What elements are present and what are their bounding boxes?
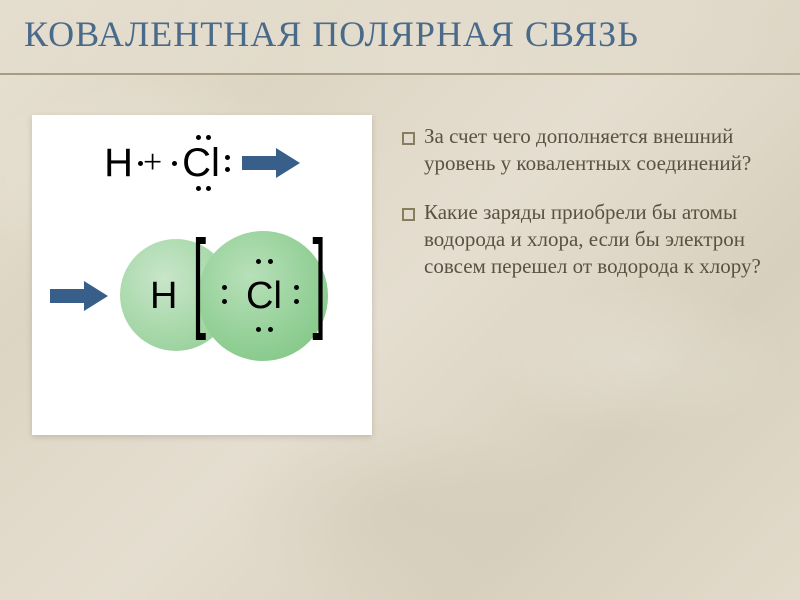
bullet-item: Какие заряды приобрели бы атомы водорода… (400, 199, 768, 280)
bullet-item: За счет чего дополняется внешний уровень… (400, 123, 768, 177)
electron-dot (196, 186, 201, 191)
plus-operator: + (143, 144, 162, 182)
electron-dot (196, 135, 201, 140)
electron-dot (206, 186, 211, 191)
atom-h-symbol: H (104, 141, 133, 185)
bracket-right: ] (312, 225, 326, 335)
hcl-molecule: [ ] H Cl (118, 231, 328, 361)
arrow-shape (50, 281, 108, 311)
slide-title: КОВАЛЕНТНАЯ ПОЛЯРНАЯ СВЯЗЬ (24, 14, 776, 55)
arrow-shape (242, 148, 300, 178)
bracket-left: [ (192, 225, 206, 335)
equation-row: H + Cl (44, 143, 360, 183)
atom-cl: Cl (182, 143, 220, 183)
molecule-label-h: H (150, 275, 177, 318)
bullet-list: За счет чего дополняется внешний уровень… (400, 115, 768, 435)
electron-dot (225, 167, 230, 172)
atom-cl-symbol: Cl (182, 141, 220, 185)
slide-content: H + Cl (0, 75, 800, 435)
electron-dot (225, 155, 230, 160)
molecule-label-cl: Cl (246, 275, 282, 318)
electron-dot (172, 161, 177, 166)
electron-dot (206, 135, 211, 140)
atom-h: H (104, 143, 133, 183)
arrow-right-icon (50, 281, 108, 311)
slide-header: КОВАЛЕНТНАЯ ПОЛЯРНАЯ СВЯЗЬ (0, 0, 800, 75)
arrow-right-icon (242, 148, 300, 178)
diagram-panel: H + Cl (32, 115, 372, 435)
product-row: [ ] H Cl (44, 231, 360, 361)
